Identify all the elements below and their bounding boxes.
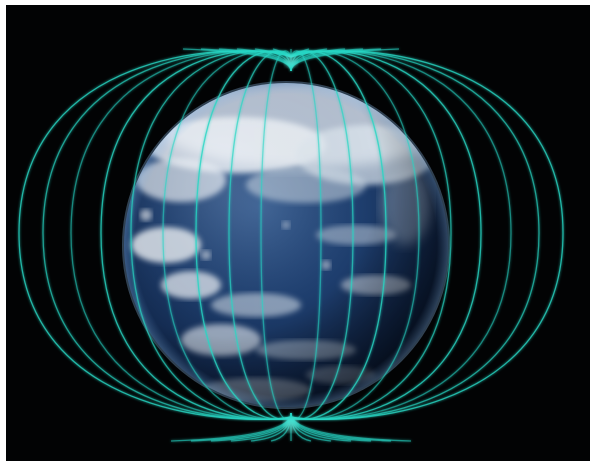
field-line [18,50,292,420]
earth-magnetic-field-image [6,5,590,461]
north-pole-glow [285,55,297,67]
field-line [290,50,540,420]
field-line [290,50,512,420]
south-pole-strand [290,412,412,442]
earth-globe [122,81,450,409]
illustration [18,48,564,442]
north-pole-strand [290,48,400,72]
south-pole-glow [284,418,298,432]
field-line [70,50,292,420]
field-line [290,50,564,420]
magnetic-field-lines [18,48,564,442]
field-line [42,50,292,420]
